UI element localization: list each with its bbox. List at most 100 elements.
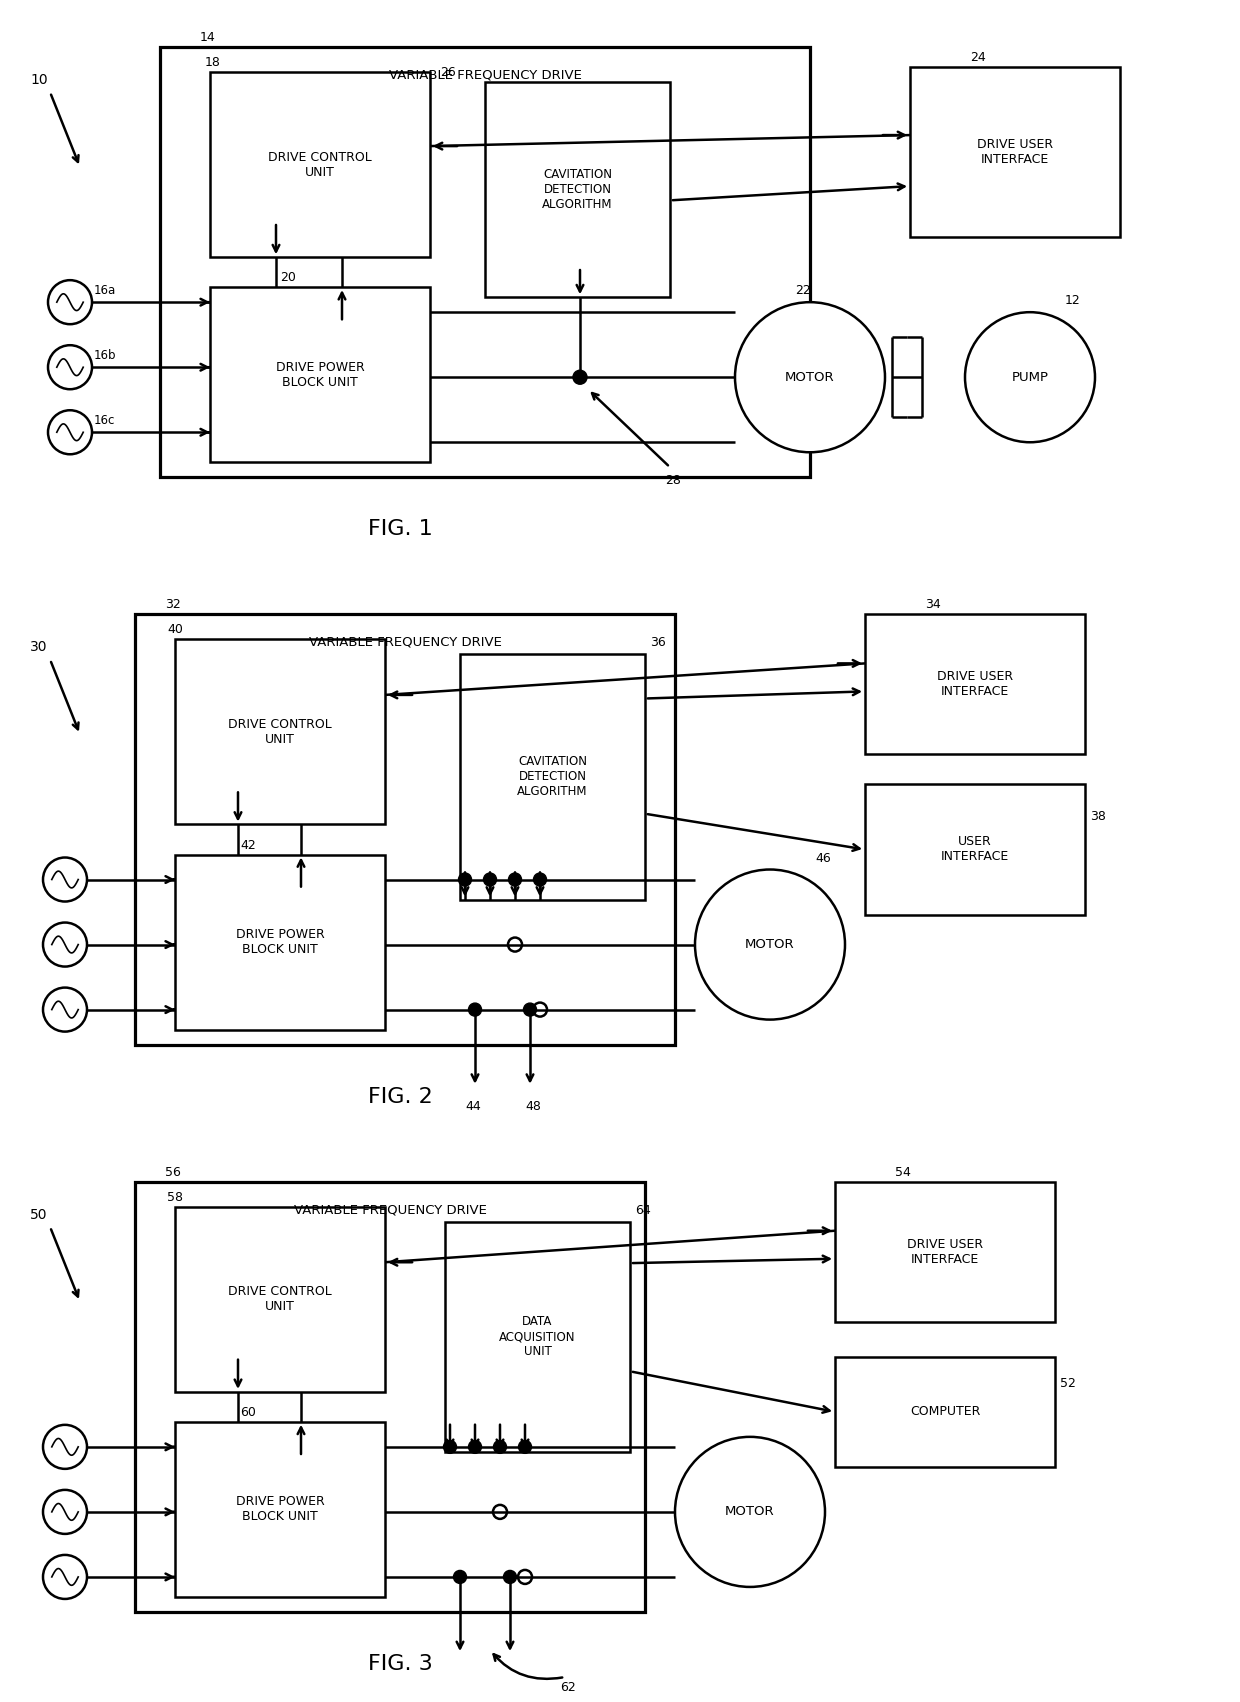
Circle shape (484, 873, 496, 887)
Text: DRIVE CONTROL
UNIT: DRIVE CONTROL UNIT (268, 150, 372, 179)
Circle shape (508, 938, 522, 951)
Circle shape (533, 1002, 547, 1016)
Bar (460, 654, 645, 900)
Circle shape (43, 922, 87, 967)
Circle shape (43, 1425, 87, 1469)
Text: MOTOR: MOTOR (785, 371, 835, 383)
Text: 14: 14 (200, 31, 216, 44)
Text: 16b: 16b (94, 349, 117, 363)
Text: MOTOR: MOTOR (745, 938, 795, 951)
Text: 46: 46 (815, 851, 831, 865)
Bar (135, 614, 675, 1045)
Text: 22: 22 (795, 284, 811, 298)
Text: USER
INTERFACE: USER INTERFACE (941, 836, 1009, 863)
Circle shape (444, 1440, 456, 1454)
Circle shape (43, 987, 87, 1031)
Bar (835, 1356, 1055, 1467)
Bar (910, 66, 1120, 237)
Bar (210, 71, 430, 257)
Circle shape (454, 1571, 466, 1583)
Bar (485, 82, 670, 298)
Circle shape (43, 858, 87, 902)
Text: 32: 32 (165, 599, 181, 611)
Text: 64: 64 (635, 1203, 651, 1217)
Text: 24: 24 (970, 51, 986, 65)
Text: 42: 42 (241, 839, 255, 851)
Circle shape (508, 873, 522, 887)
Text: FIG. 1: FIG. 1 (367, 519, 433, 540)
Bar (175, 854, 384, 1030)
Text: 26: 26 (440, 66, 456, 78)
Text: DRIVE POWER
BLOCK UNIT: DRIVE POWER BLOCK UNIT (236, 928, 325, 957)
Text: DRIVE POWER
BLOCK UNIT: DRIVE POWER BLOCK UNIT (275, 361, 365, 388)
Bar (135, 1181, 645, 1612)
Circle shape (533, 873, 547, 887)
Text: VARIABLE FREQUENCY DRIVE: VARIABLE FREQUENCY DRIVE (309, 637, 501, 648)
Bar (210, 288, 430, 463)
Text: VARIABLE FREQUENCY DRIVE: VARIABLE FREQUENCY DRIVE (388, 68, 582, 82)
Text: 18: 18 (205, 56, 221, 70)
Text: FIG. 2: FIG. 2 (367, 1086, 433, 1106)
Bar (160, 48, 810, 477)
Text: PUMP: PUMP (1012, 371, 1049, 383)
Text: DRIVE CONTROL
UNIT: DRIVE CONTROL UNIT (228, 1285, 332, 1314)
Text: 30: 30 (30, 640, 47, 654)
Circle shape (694, 870, 844, 1019)
Text: 50: 50 (30, 1208, 47, 1222)
Text: 16c: 16c (94, 414, 115, 427)
Text: DATA
ACQUISITION
UNIT: DATA ACQUISITION UNIT (500, 1316, 575, 1358)
Text: 40: 40 (167, 623, 182, 637)
Bar (175, 1207, 384, 1392)
Text: 16a: 16a (94, 284, 117, 298)
Circle shape (469, 1002, 481, 1016)
Text: 44: 44 (465, 1099, 481, 1113)
Circle shape (675, 1436, 825, 1586)
Text: COMPUTER: COMPUTER (910, 1406, 980, 1418)
Circle shape (573, 371, 587, 385)
Circle shape (459, 873, 471, 887)
Bar (866, 785, 1085, 914)
Text: DRIVE USER
INTERFACE: DRIVE USER INTERFACE (937, 671, 1013, 698)
Circle shape (494, 1440, 506, 1454)
Text: DRIVE USER
INTERFACE: DRIVE USER INTERFACE (906, 1237, 983, 1266)
Text: VARIABLE FREQUENCY DRIVE: VARIABLE FREQUENCY DRIVE (294, 1203, 486, 1217)
Text: 54: 54 (895, 1166, 911, 1179)
Circle shape (503, 1571, 517, 1583)
Text: CAVITATION
DETECTION
ALGORITHM: CAVITATION DETECTION ALGORITHM (542, 168, 613, 211)
Circle shape (43, 1489, 87, 1534)
Text: DRIVE CONTROL
UNIT: DRIVE CONTROL UNIT (228, 718, 332, 745)
Text: 34: 34 (925, 599, 941, 611)
Text: 28: 28 (665, 475, 681, 487)
Text: 58: 58 (167, 1191, 184, 1203)
Circle shape (518, 1440, 532, 1454)
Circle shape (523, 1002, 537, 1016)
Text: FIG. 3: FIG. 3 (367, 1654, 433, 1675)
Circle shape (735, 303, 885, 453)
Circle shape (469, 1440, 481, 1454)
Circle shape (48, 410, 92, 454)
Circle shape (48, 281, 92, 323)
Text: 10: 10 (30, 73, 47, 87)
Circle shape (965, 311, 1095, 443)
Text: 48: 48 (525, 1099, 541, 1113)
Bar (835, 1181, 1055, 1322)
Circle shape (518, 1569, 532, 1585)
Text: DRIVE POWER
BLOCK UNIT: DRIVE POWER BLOCK UNIT (236, 1496, 325, 1523)
Text: CAVITATION
DETECTION
ALGORITHM: CAVITATION DETECTION ALGORITHM (517, 756, 588, 798)
Text: DRIVE USER
INTERFACE: DRIVE USER INTERFACE (977, 138, 1053, 167)
Circle shape (48, 346, 92, 390)
Text: 60: 60 (241, 1406, 255, 1419)
Text: 62: 62 (560, 1682, 575, 1693)
Text: 56: 56 (165, 1166, 181, 1179)
Bar (866, 614, 1085, 754)
Text: 38: 38 (1090, 810, 1106, 824)
Bar (175, 640, 384, 824)
Circle shape (43, 1556, 87, 1598)
Text: 20: 20 (280, 271, 296, 284)
Bar (445, 1222, 630, 1452)
Text: MOTOR: MOTOR (725, 1505, 775, 1518)
Bar (175, 1421, 384, 1596)
Text: 36: 36 (650, 637, 666, 650)
Text: 12: 12 (1065, 294, 1081, 306)
Circle shape (494, 1505, 507, 1518)
